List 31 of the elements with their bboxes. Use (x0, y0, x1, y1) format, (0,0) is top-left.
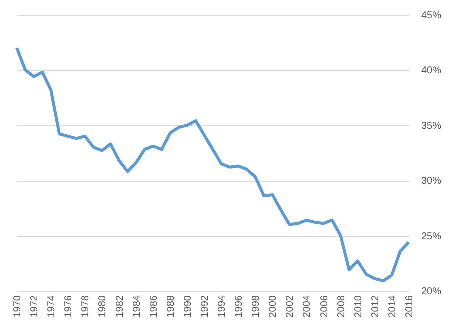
x-tick-label: 2012 (370, 295, 382, 318)
x-tick-label: 1970 (12, 295, 24, 318)
x-tick-label: 2000 (268, 295, 280, 318)
y-tick-label: 45% (422, 10, 442, 22)
y-tick-label: 40% (422, 66, 442, 77)
y-tick-label: 30% (422, 176, 442, 188)
x-tick-label: 1972 (30, 295, 41, 318)
x-tick-label: 1976 (64, 295, 75, 318)
line-series (16, 46, 410, 283)
x-tick-label: 1986 (148, 295, 160, 318)
x-tick-label: 2016 (404, 295, 416, 318)
x-tick-label: 2010 (353, 295, 364, 318)
y-tick-label: 25% (422, 231, 442, 242)
x-tick-label: 1994 (217, 295, 228, 318)
y-tick-label: 20% (422, 286, 442, 298)
y-tick-label: 35% (422, 120, 442, 132)
x-tick-label: 1980 (98, 295, 109, 318)
x-tick-label: 2002 (285, 295, 296, 318)
x-tick-label: 1988 (166, 295, 177, 318)
x-tick-label: 2004 (302, 295, 314, 318)
x-tick-label: 2006 (319, 295, 330, 318)
x-tick-label: 1998 (251, 295, 262, 318)
x-tick-label: 2014 (387, 295, 398, 318)
x-tick-label: 1992 (200, 295, 211, 318)
x-tick-label: 1996 (234, 295, 246, 318)
x-tick-label: 2008 (336, 295, 348, 318)
x-tick-label: 1978 (80, 295, 92, 318)
x-tick-label: 1974 (46, 295, 58, 318)
x-tick-label: 1984 (132, 295, 143, 318)
x-tick-label: 1990 (182, 295, 194, 318)
x-tick-label: 1982 (114, 295, 126, 318)
